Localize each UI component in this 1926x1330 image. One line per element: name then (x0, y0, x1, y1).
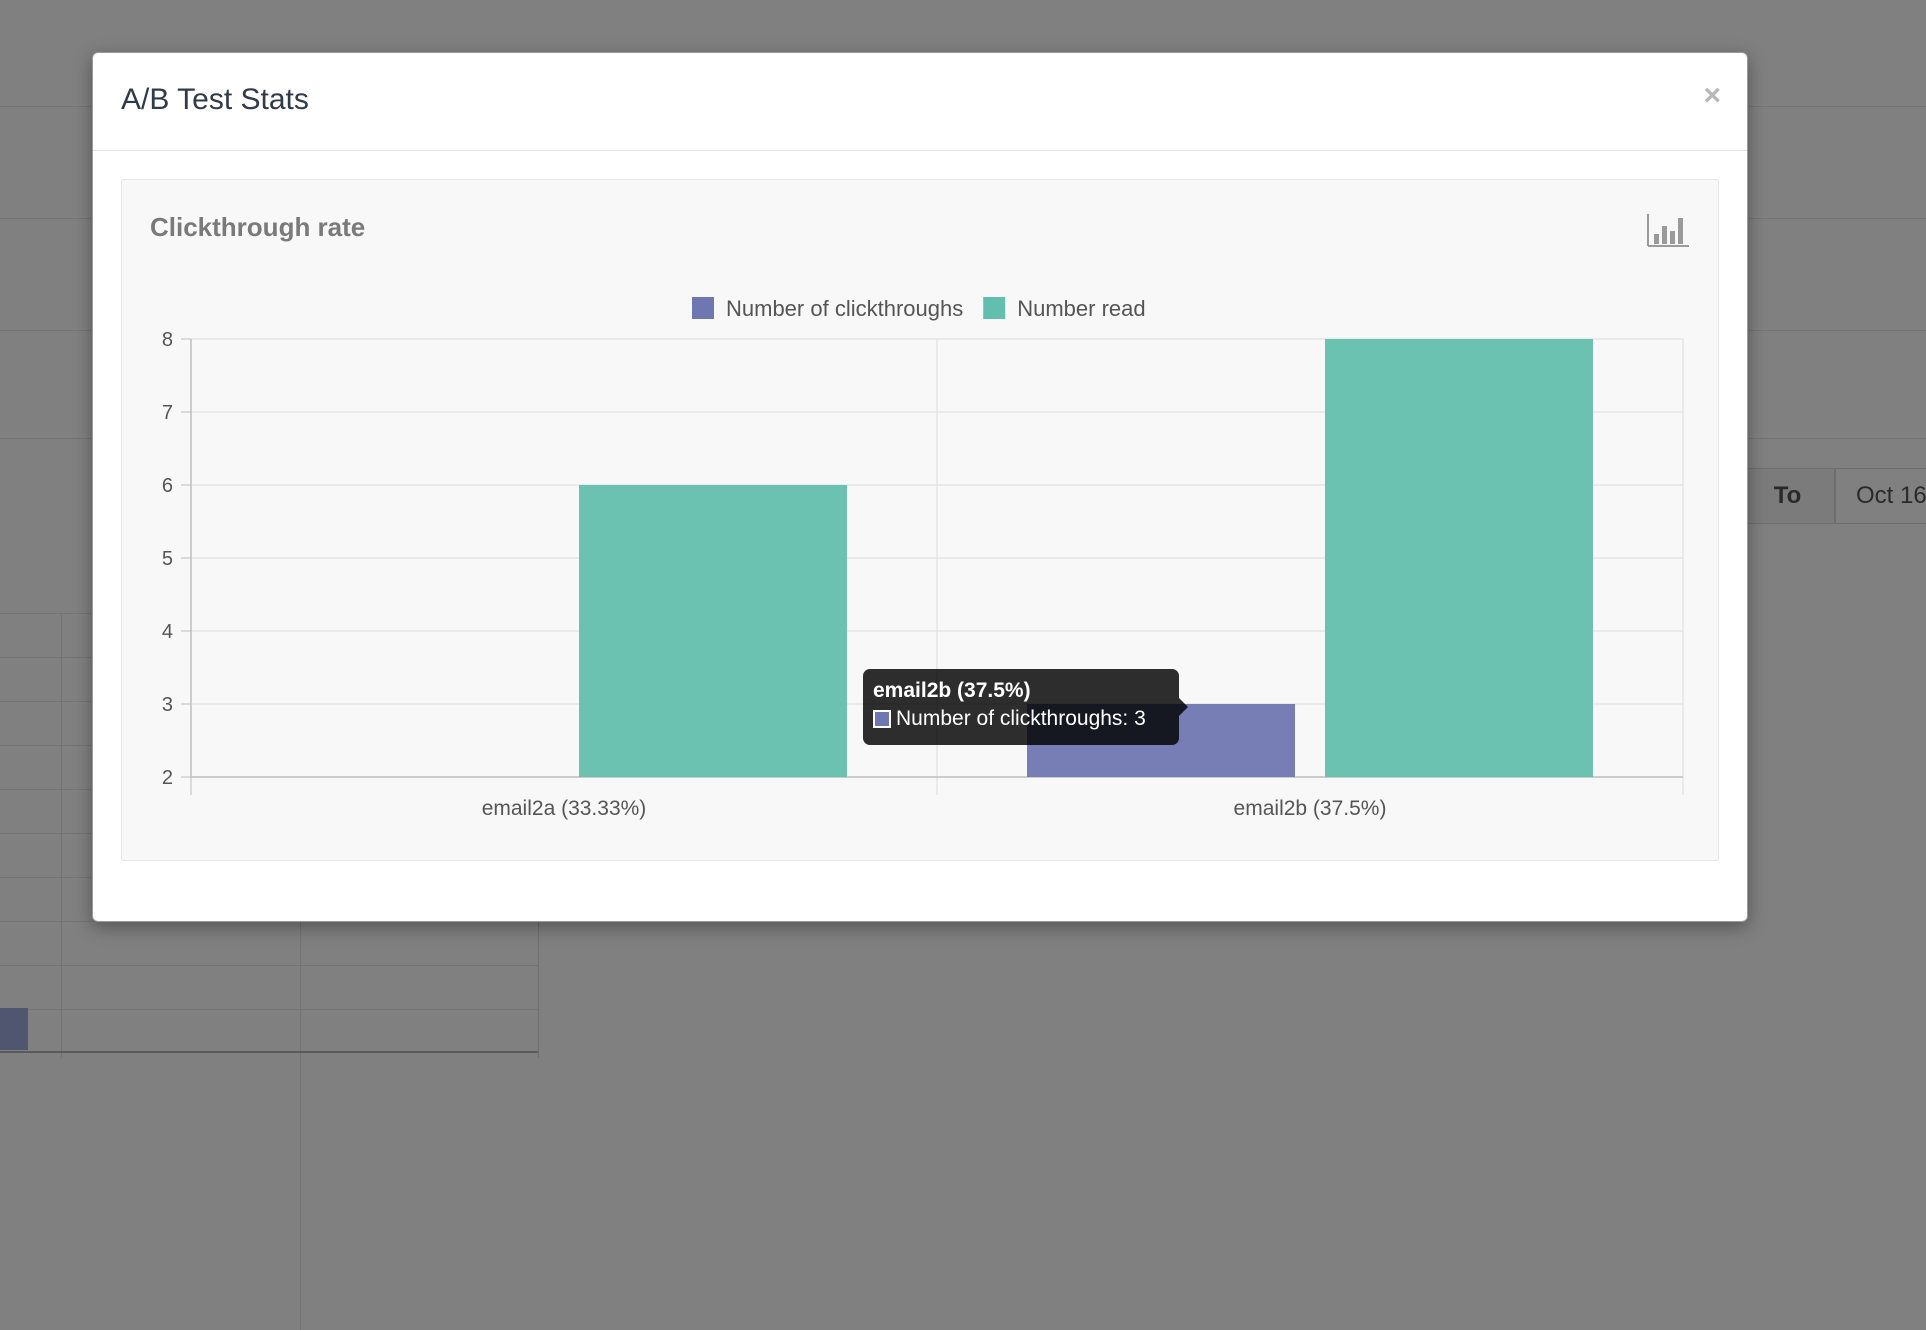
bar-chart-icon[interactable] (1646, 212, 1690, 248)
tooltip-swatch (873, 710, 891, 728)
date-filter: To Oct 16 (1740, 468, 1926, 524)
background-divider (0, 1051, 538, 1053)
filter-to-label: To (1740, 468, 1835, 524)
close-button[interactable]: × (1703, 79, 1721, 112)
bar-chart: 2 3 4 5 6 7 8 email2a (33.33%) email2b (37.5%) Nu… (162, 296, 1684, 820)
legend-label: Number read (1017, 296, 1145, 321)
y-tick-label: 3 (162, 694, 173, 716)
bar (1325, 339, 1593, 777)
y-tick-label: 6 (162, 475, 173, 497)
filter-to-value[interactable]: Oct 16 (1835, 468, 1926, 524)
y-tick-label: 7 (162, 402, 173, 424)
legend-swatch (692, 297, 714, 319)
legend-label: Number of clickthroughs (726, 296, 963, 321)
y-tick-label: 5 (162, 548, 173, 570)
y-tick-label: 8 (162, 329, 173, 351)
panel-title: Clickthrough rate (150, 212, 366, 242)
tooltip-line: Number of clickthroughs: 3 (873, 705, 1169, 733)
y-tick-label: 2 (162, 767, 173, 789)
bar (579, 485, 847, 777)
x-category-label: email2a (33.33%) (482, 797, 647, 820)
ab-test-stats-modal: A/B Test Stats × Clickthrough rate 2 3 4 5 6… (92, 52, 1748, 922)
chart-tooltip: email2b (37.5%) Number of clickthroughs:… (863, 669, 1188, 745)
tooltip-title: email2b (37.5%) (873, 679, 1031, 702)
y-tick-label: 4 (162, 621, 173, 643)
modal-header: A/B Test Stats × (93, 53, 1747, 151)
tooltip-text: Number of clickthroughs: 3 (896, 707, 1146, 730)
x-category-label: email2b (37.5%) (1234, 797, 1387, 820)
modal-title: A/B Test Stats (121, 83, 309, 116)
legend-swatch (983, 297, 1006, 319)
background-selection-marker (0, 1008, 28, 1050)
chart-panel: Clickthrough rate 2 3 4 5 6 7 8 email2a (33.33%… (121, 179, 1719, 861)
